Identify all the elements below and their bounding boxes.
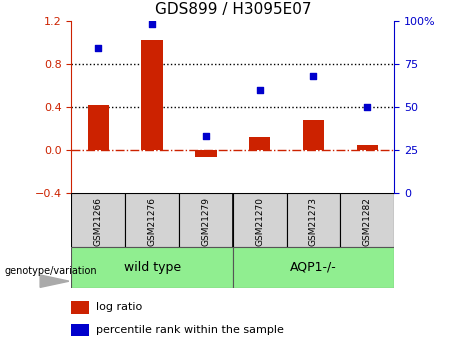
Text: genotype/variation: genotype/variation bbox=[5, 266, 97, 276]
Bar bbox=[88, 105, 109, 150]
Text: GSM21282: GSM21282 bbox=[363, 197, 372, 246]
Text: percentile rank within the sample: percentile rank within the sample bbox=[96, 325, 284, 335]
Bar bbox=[71, 301, 89, 314]
Bar bbox=[233, 247, 394, 288]
Text: GSM21270: GSM21270 bbox=[255, 197, 264, 246]
Point bbox=[256, 87, 263, 92]
Bar bbox=[195, 150, 217, 157]
Bar bbox=[71, 247, 233, 288]
Bar bbox=[71, 324, 89, 336]
Text: GSM21273: GSM21273 bbox=[309, 197, 318, 246]
Text: GSM21276: GSM21276 bbox=[148, 197, 157, 246]
Polygon shape bbox=[40, 275, 69, 287]
Bar bbox=[340, 193, 394, 247]
Point bbox=[310, 73, 317, 79]
Text: log ratio: log ratio bbox=[96, 303, 142, 313]
Bar bbox=[142, 40, 163, 150]
Point bbox=[95, 46, 102, 51]
Point bbox=[148, 21, 156, 27]
Bar bbox=[125, 193, 179, 247]
Point bbox=[202, 134, 210, 139]
Bar bbox=[71, 193, 125, 247]
Text: wild type: wild type bbox=[124, 261, 181, 274]
Text: GSM21279: GSM21279 bbox=[201, 197, 210, 246]
Title: GDS899 / H3095E07: GDS899 / H3095E07 bbox=[154, 2, 311, 17]
Bar bbox=[356, 145, 378, 150]
Text: GSM21266: GSM21266 bbox=[94, 197, 103, 246]
Bar bbox=[179, 193, 233, 247]
Text: AQP1-/-: AQP1-/- bbox=[290, 261, 337, 274]
Bar bbox=[233, 193, 287, 247]
Bar bbox=[303, 120, 324, 150]
Bar bbox=[287, 193, 340, 247]
Bar bbox=[249, 137, 271, 150]
Point bbox=[364, 104, 371, 110]
